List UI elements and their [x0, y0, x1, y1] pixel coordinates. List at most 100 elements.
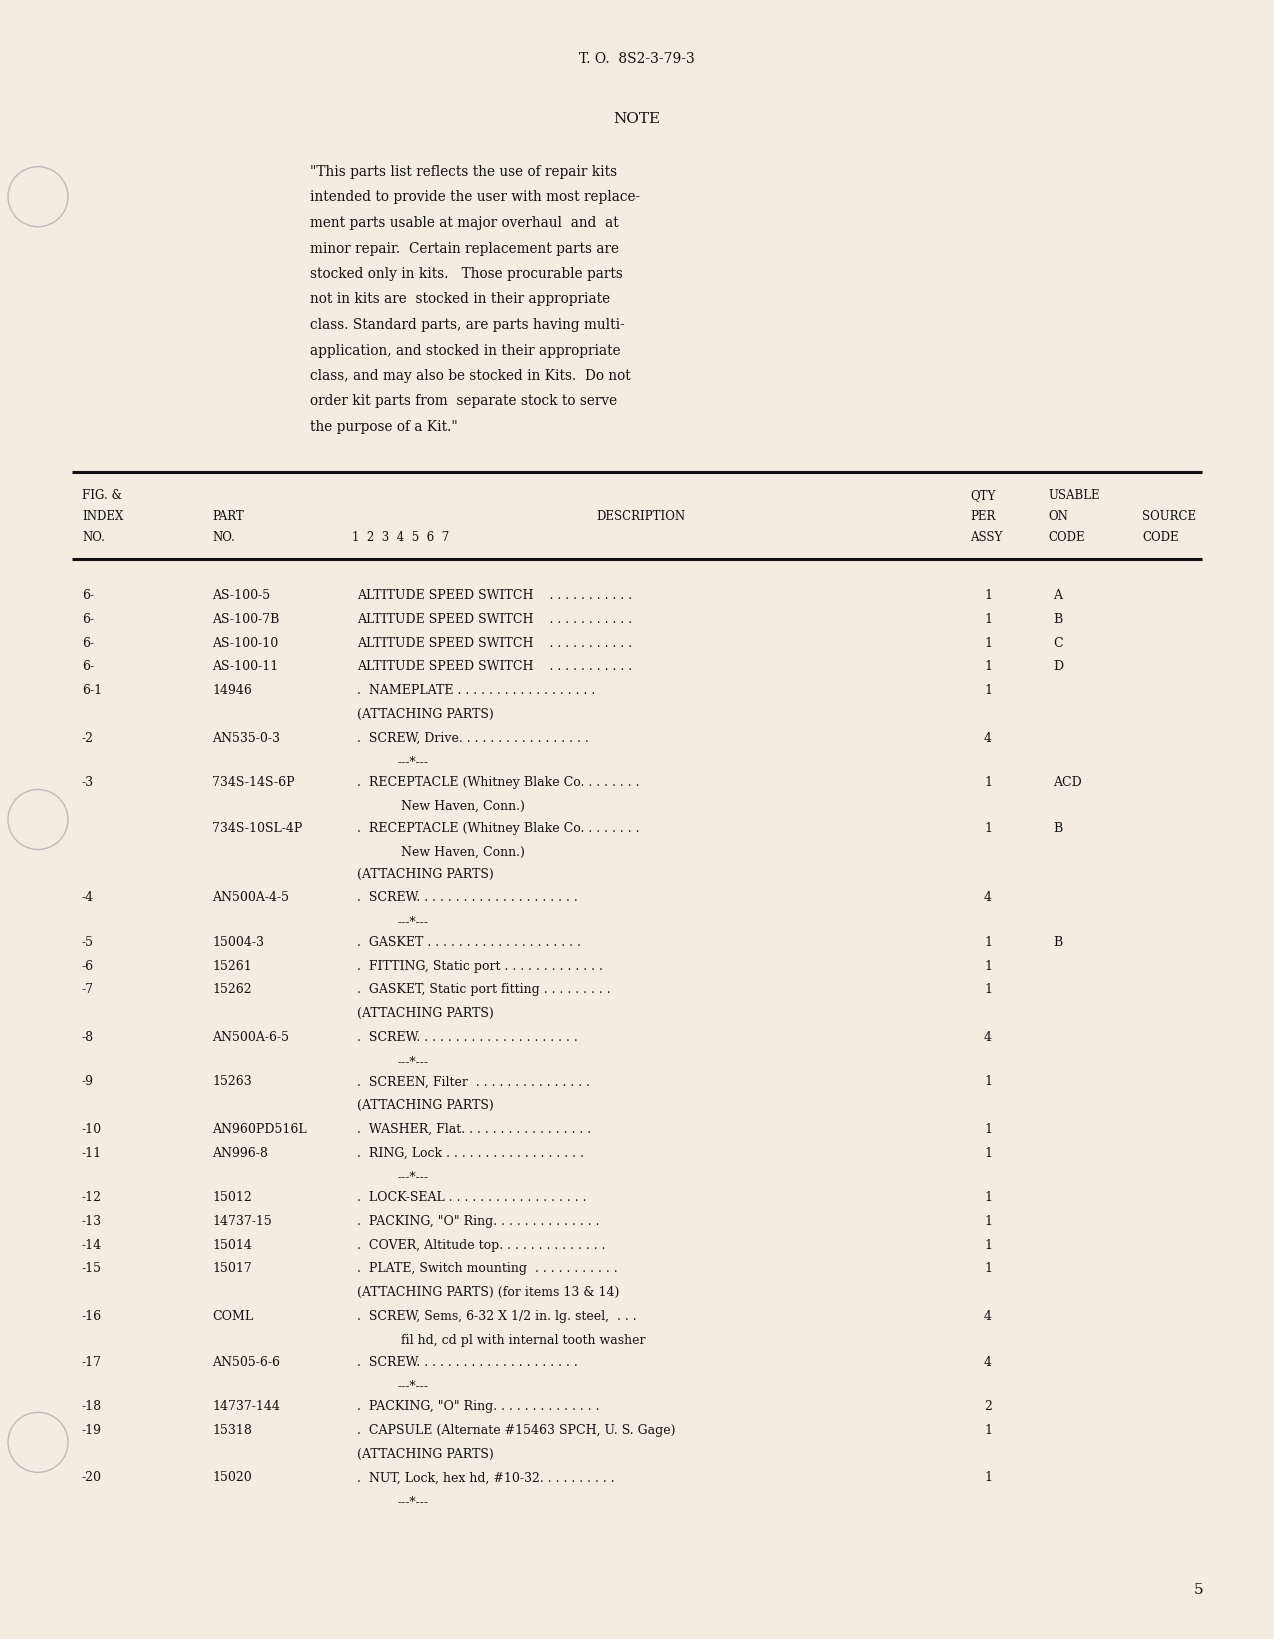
Text: 14946: 14946	[211, 683, 252, 697]
Text: DESCRIPTION: DESCRIPTION	[596, 510, 685, 523]
Text: 1: 1	[984, 1214, 992, 1228]
Text: 1: 1	[984, 588, 992, 602]
Text: 6-: 6-	[82, 636, 94, 649]
Text: -18: -18	[82, 1400, 102, 1413]
Text: -14: -14	[82, 1239, 102, 1252]
Text: 1: 1	[984, 959, 992, 972]
Text: (ATTACHING PARTS): (ATTACHING PARTS)	[357, 867, 494, 880]
Text: .  NUT, Lock, hex hd, #10-32. . . . . . . . . .: . NUT, Lock, hex hd, #10-32. . . . . . .…	[357, 1472, 614, 1485]
Text: ALTITUDE SPEED SWITCH    . . . . . . . . . . .: ALTITUDE SPEED SWITCH . . . . . . . . . …	[357, 661, 632, 674]
Text: ON: ON	[1049, 510, 1068, 523]
Text: 1: 1	[984, 936, 992, 949]
Text: -4: -4	[82, 892, 94, 905]
Text: SOURCE: SOURCE	[1142, 510, 1196, 523]
Text: PER: PER	[970, 510, 995, 523]
Text: 1: 1	[984, 613, 992, 626]
Text: -17: -17	[82, 1355, 102, 1369]
Text: .  SCREW, Drive. . . . . . . . . . . . . . . . .: . SCREW, Drive. . . . . . . . . . . . . …	[357, 731, 589, 744]
Text: 14737-15: 14737-15	[211, 1214, 271, 1228]
Text: ALTITUDE SPEED SWITCH    . . . . . . . . . . .: ALTITUDE SPEED SWITCH . . . . . . . . . …	[357, 588, 632, 602]
Text: AN505-6-6: AN505-6-6	[211, 1355, 280, 1369]
Text: -10: -10	[82, 1123, 102, 1136]
Text: ALTITUDE SPEED SWITCH    . . . . . . . . . . .: ALTITUDE SPEED SWITCH . . . . . . . . . …	[357, 613, 632, 626]
Text: 15263: 15263	[211, 1075, 252, 1088]
Text: New Haven, Conn.): New Haven, Conn.)	[357, 800, 525, 813]
Text: .  GASKET . . . . . . . . . . . . . . . . . . . .: . GASKET . . . . . . . . . . . . . . . .…	[357, 936, 581, 949]
Text: T. O.  8S2-3-79-3: T. O. 8S2-3-79-3	[580, 52, 694, 66]
Text: USABLE: USABLE	[1049, 488, 1099, 502]
Text: ment parts usable at major overhaul  and  at: ment parts usable at major overhaul and …	[310, 216, 619, 229]
Text: 1  2  3  4  5  6  7: 1 2 3 4 5 6 7	[352, 531, 450, 544]
Text: 1: 1	[984, 1192, 992, 1205]
Text: "This parts list reflects the use of repair kits: "This parts list reflects the use of rep…	[310, 166, 617, 179]
Text: minor repair.  Certain replacement parts are: minor repair. Certain replacement parts …	[310, 241, 619, 256]
Text: (ATTACHING PARTS): (ATTACHING PARTS)	[357, 708, 494, 721]
Text: .  WASHER, Flat. . . . . . . . . . . . . . . . .: . WASHER, Flat. . . . . . . . . . . . . …	[357, 1123, 591, 1136]
Text: intended to provide the user with most replace-: intended to provide the user with most r…	[310, 190, 640, 205]
Text: -15: -15	[82, 1262, 102, 1275]
Text: COML: COML	[211, 1310, 254, 1323]
Text: 2: 2	[984, 1400, 992, 1413]
Text: 6-: 6-	[82, 588, 94, 602]
Text: AN500A-6-5: AN500A-6-5	[211, 1031, 289, 1044]
Text: NO.: NO.	[82, 531, 104, 544]
Text: -19: -19	[82, 1424, 102, 1437]
Text: ---*---: ---*---	[397, 1380, 428, 1393]
Text: .  CAPSULE (Alternate #15463 SPCH, U. S. Gage): . CAPSULE (Alternate #15463 SPCH, U. S. …	[357, 1424, 675, 1437]
Text: 734S-14S-6P: 734S-14S-6P	[211, 777, 294, 788]
Text: .  SCREW. . . . . . . . . . . . . . . . . . . . .: . SCREW. . . . . . . . . . . . . . . . .…	[357, 1031, 577, 1044]
Text: not in kits are  stocked in their appropriate: not in kits are stocked in their appropr…	[310, 292, 610, 306]
Text: -20: -20	[82, 1472, 102, 1485]
Text: B: B	[1054, 936, 1063, 949]
Text: New Haven, Conn.): New Haven, Conn.)	[357, 846, 525, 859]
Text: 1: 1	[984, 777, 992, 788]
Text: FIG. &: FIG. &	[82, 488, 122, 502]
Text: class, and may also be stocked in Kits.  Do not: class, and may also be stocked in Kits. …	[310, 369, 631, 384]
Text: AN535-0-3: AN535-0-3	[211, 731, 280, 744]
Text: C: C	[1054, 636, 1063, 649]
Text: .  FITTING, Static port . . . . . . . . . . . . .: . FITTING, Static port . . . . . . . . .…	[357, 959, 603, 972]
Text: ACD: ACD	[1054, 777, 1082, 788]
Text: 1: 1	[984, 983, 992, 997]
Text: 15020: 15020	[211, 1472, 252, 1485]
Text: (ATTACHING PARTS): (ATTACHING PARTS)	[357, 1447, 494, 1460]
Text: (ATTACHING PARTS): (ATTACHING PARTS)	[357, 1008, 494, 1019]
Text: 4: 4	[984, 892, 992, 905]
Text: .  SCREW. . . . . . . . . . . . . . . . . . . . .: . SCREW. . . . . . . . . . . . . . . . .…	[357, 1355, 577, 1369]
Text: 4: 4	[984, 1355, 992, 1369]
Text: 15004-3: 15004-3	[211, 936, 264, 949]
Text: .  GASKET, Static port fitting . . . . . . . . .: . GASKET, Static port fitting . . . . . …	[357, 983, 610, 997]
Text: 14737-144: 14737-144	[211, 1400, 280, 1413]
Text: .  RECEPTACLE (Whitney Blake Co. . . . . . . .: . RECEPTACLE (Whitney Blake Co. . . . . …	[357, 821, 640, 834]
Text: D: D	[1054, 661, 1063, 674]
Text: INDEX: INDEX	[82, 510, 124, 523]
Text: 734S-10SL-4P: 734S-10SL-4P	[211, 821, 302, 834]
Text: .  RECEPTACLE (Whitney Blake Co. . . . . . . .: . RECEPTACLE (Whitney Blake Co. . . . . …	[357, 777, 640, 788]
Text: -8: -8	[82, 1031, 94, 1044]
Text: 1: 1	[984, 1147, 992, 1160]
Text: .  PACKING, "O" Ring. . . . . . . . . . . . . .: . PACKING, "O" Ring. . . . . . . . . . .…	[357, 1214, 600, 1228]
Text: AN960PD516L: AN960PD516L	[211, 1123, 307, 1136]
Text: AN500A-4-5: AN500A-4-5	[211, 892, 289, 905]
Text: ---*---: ---*---	[397, 1495, 428, 1508]
Text: -3: -3	[82, 777, 94, 788]
Text: order kit parts from  separate stock to serve: order kit parts from separate stock to s…	[310, 395, 617, 408]
Text: 4: 4	[984, 1310, 992, 1323]
Text: the purpose of a Kit.": the purpose of a Kit."	[310, 420, 457, 434]
Text: B: B	[1054, 821, 1063, 834]
Text: ASSY: ASSY	[970, 531, 1003, 544]
Text: ---*---: ---*---	[397, 756, 428, 769]
Text: -7: -7	[82, 983, 94, 997]
Text: 15262: 15262	[211, 983, 252, 997]
Text: .  RING, Lock . . . . . . . . . . . . . . . . . .: . RING, Lock . . . . . . . . . . . . . .…	[357, 1147, 583, 1160]
Text: 1: 1	[984, 1262, 992, 1275]
Text: PART: PART	[211, 510, 243, 523]
Text: AS-100-7B: AS-100-7B	[211, 613, 279, 626]
Text: (ATTACHING PARTS): (ATTACHING PARTS)	[357, 1100, 494, 1113]
Text: ---*---: ---*---	[397, 1170, 428, 1183]
Text: ---*---: ---*---	[397, 1056, 428, 1067]
Text: .  SCREW. . . . . . . . . . . . . . . . . . . . .: . SCREW. . . . . . . . . . . . . . . . .…	[357, 892, 577, 905]
Text: -6: -6	[82, 959, 94, 972]
Text: 1: 1	[984, 1239, 992, 1252]
Text: .  SCREEN, Filter  . . . . . . . . . . . . . . .: . SCREEN, Filter . . . . . . . . . . . .…	[357, 1075, 590, 1088]
